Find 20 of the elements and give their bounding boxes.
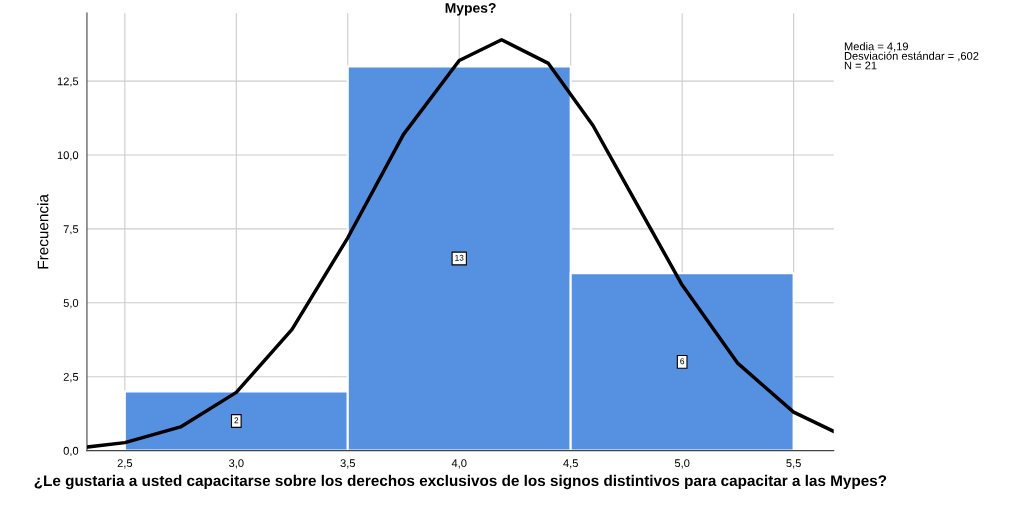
x-tick-label: 3,0 bbox=[229, 459, 244, 469]
chart-title: Mypes? bbox=[445, 3, 496, 16]
y-tick-label: 0,0 bbox=[63, 446, 79, 457]
x-tick-label: 3,5 bbox=[340, 459, 356, 469]
x-tick-label: 5,0 bbox=[674, 459, 690, 469]
y-tick-label: 5,0 bbox=[63, 299, 79, 309]
x-tick-label: 5,5 bbox=[786, 459, 801, 469]
x-tick-label: 4,5 bbox=[563, 459, 578, 469]
x-tick-label: 2,5 bbox=[117, 459, 133, 469]
x-tick-label: 4,0 bbox=[451, 459, 467, 469]
y-tick-label: 2,5 bbox=[63, 372, 79, 383]
x-axis-title: ¿Le gustaria a usted capacitarse sobre los derechos exclusivos de los signos distintivos para capacitar a las Mypes? bbox=[34, 474, 887, 490]
y-tick-label: 12,5 bbox=[57, 77, 79, 87]
data-label: 2 bbox=[234, 417, 239, 424]
y-axis-title: Frecuencia bbox=[37, 194, 49, 269]
text: Media = 4,19 Desviación estándar = ,602 N = 21 bbox=[844, 42, 979, 70]
y-tick-label: 7,5 bbox=[63, 225, 79, 235]
y-tick-label: 10,0 bbox=[57, 151, 79, 161]
data-label: 6 bbox=[680, 358, 685, 365]
data-label: 13 bbox=[455, 254, 464, 261]
